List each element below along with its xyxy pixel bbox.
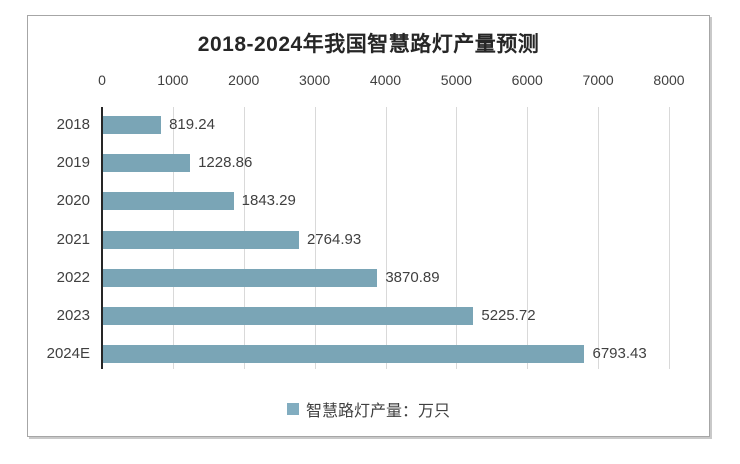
category-label: 2018 (56, 116, 90, 133)
vertical-gridline (456, 107, 458, 369)
bar-2020 (103, 192, 234, 210)
x-axis-tick-label: 5000 (440, 72, 472, 88)
chart-title: 2018-2024年我国智慧路灯产量预测 (197, 33, 540, 56)
value-label: 819.24 (169, 116, 215, 133)
category-label: 2020 (56, 192, 90, 209)
legend-series-label: 智慧路灯产量：万只 (305, 403, 450, 420)
value-label: 1843.29 (241, 192, 296, 209)
x-axis-tick-label: 3000 (299, 72, 331, 88)
category-label: 2019 (56, 154, 90, 171)
x-axis-tick-label: 8000 (653, 72, 685, 88)
x-axis-tick-label: 7000 (582, 72, 614, 88)
x-axis-tick-label: 2000 (228, 72, 260, 88)
vertical-gridline (669, 107, 670, 369)
y-axis-line (101, 107, 103, 369)
vertical-gridline (385, 107, 387, 369)
bar-2018 (103, 116, 162, 134)
x-axis-tick-label: 6000 (511, 72, 543, 88)
x-axis-tick-label: 4000 (369, 72, 402, 88)
category-label: 2022 (56, 269, 90, 286)
value-label: 2764.93 (306, 231, 362, 248)
vertical-gridline (314, 107, 316, 369)
category-label: 2021 (56, 231, 90, 248)
chart-frame: 2018-2024年我国智慧路灯产量预测 0 1000 2000 3000 4000 50… (27, 15, 710, 437)
plot-area: 2018 819.24 2019 1228.86 2020 1843.29 2021 2764… (47, 107, 670, 369)
vertical-gridline (527, 107, 529, 369)
value-label: 5225.72 (481, 307, 536, 324)
value-label: 1228.86 (198, 154, 253, 171)
category-label: 2024E (46, 345, 90, 362)
bar-2019 (103, 154, 191, 172)
category-label: 2023 (56, 307, 90, 324)
legend-series-marker-icon (286, 403, 299, 415)
legend: 智慧路灯产量：万只 (28, 397, 709, 421)
bar-2024E (103, 345, 585, 363)
x-axis-tick-label: 1000 (157, 72, 189, 88)
vertical-gridline (598, 107, 600, 369)
value-label: 6793.43 (592, 345, 647, 362)
x-axis-tick-label: 0 (98, 72, 106, 88)
bar-2021 (103, 231, 299, 249)
bar-2023 (103, 307, 474, 325)
value-label: 3870.89 (385, 269, 440, 286)
x-axis-tick-labels: 0 1000 2000 3000 4000 5000 6000 7000 8000 (98, 72, 684, 90)
bar-2022 (103, 269, 378, 287)
